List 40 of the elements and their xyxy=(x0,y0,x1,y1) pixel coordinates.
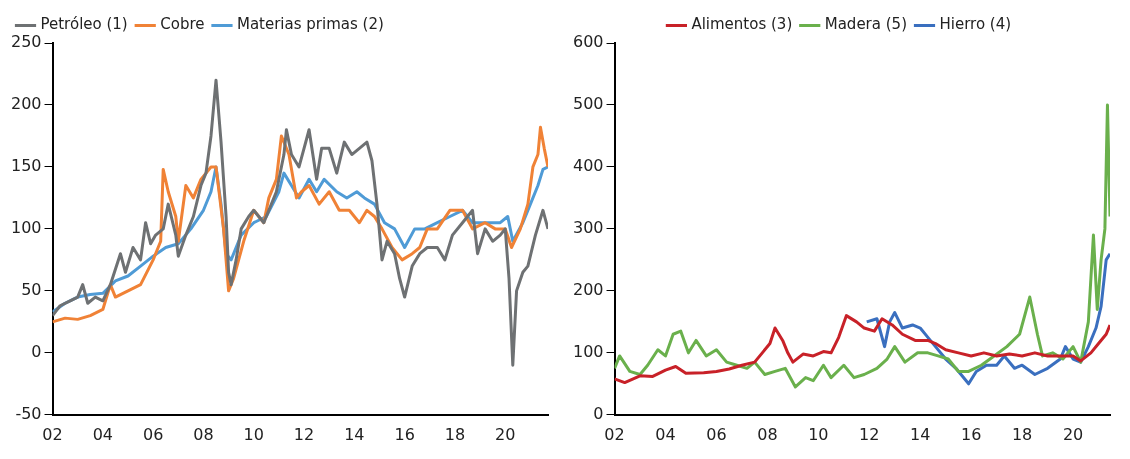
y-tick-label: 300 xyxy=(572,218,604,238)
legend-label: Materias primas (2) xyxy=(236,15,384,34)
x-tick-label: 10 xyxy=(808,424,829,444)
x-tick-label: 12 xyxy=(293,424,315,444)
y-tick-label: -50 xyxy=(15,403,42,423)
x-tick-label: 14 xyxy=(344,424,365,444)
x-tick-label: 08 xyxy=(193,424,214,444)
x-tick-label: 18 xyxy=(1011,424,1033,444)
x-tick-label: 02 xyxy=(604,424,625,444)
x-tick-label: 06 xyxy=(706,424,727,444)
legend-label: Alimentos (3) xyxy=(691,15,793,34)
y-tick-label: 150 xyxy=(10,156,42,176)
y-tick-label: 50 xyxy=(21,280,42,300)
x-tick-label: 02 xyxy=(42,424,63,444)
x-tick-label: 20 xyxy=(495,424,516,444)
y-tick-label: 100 xyxy=(572,341,604,361)
x-tick-label: 20 xyxy=(1062,424,1084,444)
x-tick-label: 18 xyxy=(444,424,466,444)
x-tick-label: 10 xyxy=(243,424,264,444)
y-tick-label: 200 xyxy=(572,280,604,300)
y-tick-label: 250 xyxy=(10,32,42,52)
x-tick-label: 12 xyxy=(859,424,880,444)
x-tick-label: 04 xyxy=(92,424,114,444)
x-tick-label: 16 xyxy=(394,424,415,444)
y-tick-label: 0 xyxy=(31,341,42,361)
x-tick-label: 16 xyxy=(960,424,982,444)
y-tick-label: 200 xyxy=(10,94,42,114)
legend-label: Petróleo (1) xyxy=(40,15,128,34)
x-tick-label: 08 xyxy=(757,424,778,444)
x-tick-label: 06 xyxy=(142,424,164,444)
y-tick-label: 0 xyxy=(593,403,604,423)
legend-label: Hierro (4) xyxy=(939,15,1012,34)
x-tick-label: 04 xyxy=(655,424,676,444)
legend-label: Cobre xyxy=(160,15,205,34)
y-tick-label: 100 xyxy=(10,218,42,238)
x-tick-label: 14 xyxy=(910,424,931,444)
legend-label: Madera (5) xyxy=(824,15,907,34)
y-tick-label: 400 xyxy=(572,156,604,176)
y-tick-label: 600 xyxy=(572,32,604,52)
y-tick-label: 500 xyxy=(572,94,604,114)
